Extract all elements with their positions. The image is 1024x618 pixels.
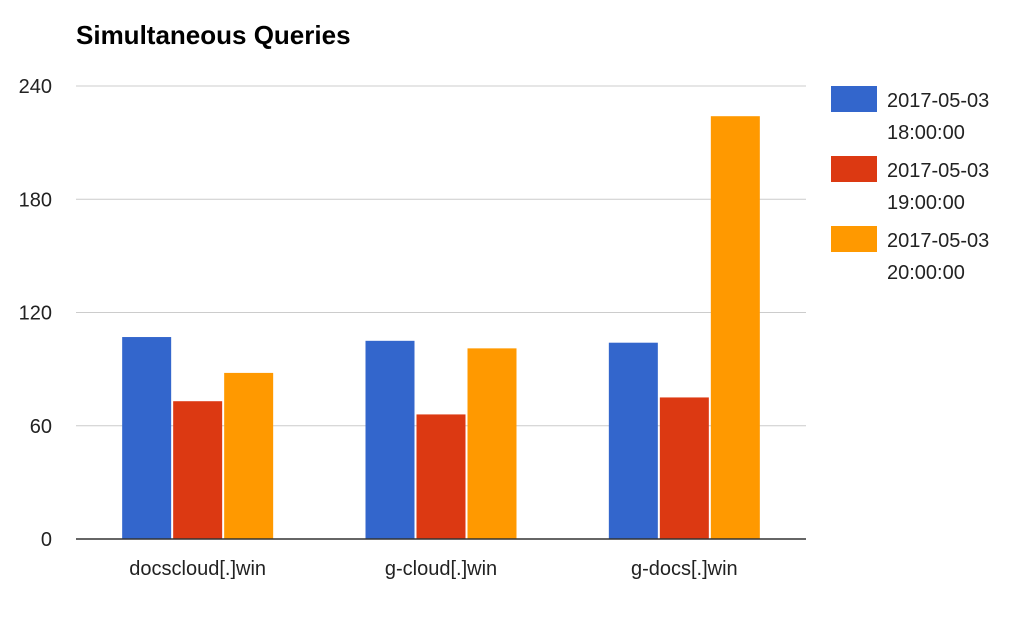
y-tick-label: 240	[19, 76, 52, 98]
legend-label: 2017-05-03	[887, 90, 989, 112]
bar	[122, 337, 172, 539]
y-tick-label: 60	[30, 416, 52, 438]
bar	[365, 340, 415, 539]
legend-label: 19:00:00	[887, 192, 965, 214]
bar	[416, 414, 466, 539]
bar	[467, 348, 517, 539]
y-tick-label: 120	[19, 303, 52, 325]
gridlines	[76, 85, 806, 427]
bar	[710, 116, 760, 539]
y-tick-label: 180	[19, 189, 52, 211]
legend-swatch	[831, 156, 877, 182]
chart-title: Simultaneous Queries	[76, 20, 351, 50]
y-tick-label: 0	[41, 529, 52, 551]
x-axis-ticks: docscloud[.]win g-cloud[.]win g-docs[.]win	[129, 558, 737, 580]
legend: 2017-05-03 18:00:00 2017-05-03 19:00:00 2017…	[831, 86, 989, 284]
x-tick-label: g-cloud[.]win	[385, 558, 497, 580]
bar	[173, 401, 223, 539]
x-tick-label: g-docs[.]win	[631, 558, 738, 580]
legend-label: 20:00:00	[887, 262, 965, 284]
bar	[224, 372, 274, 539]
legend-label: 2017-05-03	[887, 230, 989, 252]
x-tick-label: docscloud[.]win	[129, 558, 266, 580]
legend-label: 2017-05-03	[887, 160, 989, 182]
bar	[608, 342, 658, 539]
legend-label: 18:00:00	[887, 122, 965, 144]
bar	[659, 397, 709, 539]
legend-swatch	[831, 86, 877, 112]
bars	[122, 116, 760, 539]
legend-swatch	[831, 226, 877, 252]
y-axis-ticks: 0 60 120 180 240	[19, 76, 52, 551]
